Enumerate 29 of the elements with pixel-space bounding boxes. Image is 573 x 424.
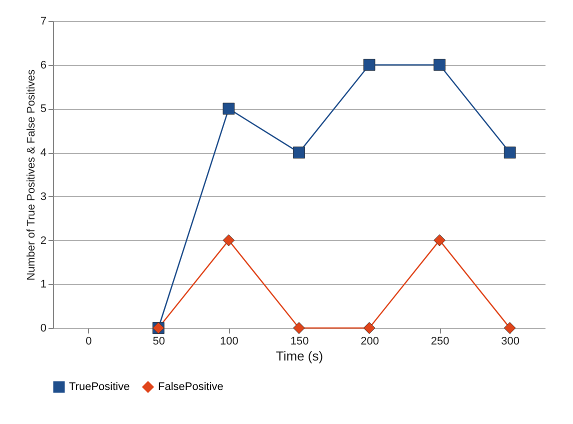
x-tick-label: 150 bbox=[290, 336, 309, 348]
legend-label: FalsePositive bbox=[158, 381, 224, 393]
y-tick-label: 5 bbox=[40, 103, 46, 116]
y-tick-label: 6 bbox=[40, 59, 46, 72]
point bbox=[293, 322, 305, 334]
point bbox=[363, 322, 376, 334]
x-tick-label: 300 bbox=[501, 336, 520, 348]
point bbox=[504, 322, 516, 334]
x-tick-label: 0 bbox=[86, 336, 92, 348]
legend-label: TruePositive bbox=[69, 381, 130, 393]
point bbox=[222, 234, 235, 246]
y-tick-label: 2 bbox=[40, 234, 46, 247]
y-tick-label: 3 bbox=[40, 190, 46, 203]
y-tick-label: 4 bbox=[40, 147, 46, 160]
point bbox=[293, 146, 305, 159]
point bbox=[504, 146, 516, 159]
y-axis-title: Number of True Positives & False Positives bbox=[25, 69, 38, 280]
point bbox=[434, 58, 446, 71]
x-tick-label: 100 bbox=[220, 336, 238, 348]
point bbox=[222, 102, 235, 115]
x-tick-label: 50 bbox=[152, 336, 166, 348]
y-tick-label: 7 bbox=[40, 16, 46, 28]
x-axis-title: Time (s) bbox=[276, 348, 324, 364]
point bbox=[363, 58, 376, 71]
x-tick-label: 250 bbox=[430, 336, 450, 348]
y-tick-label: 0 bbox=[40, 322, 46, 334]
x-tick-label: 200 bbox=[360, 336, 379, 348]
point bbox=[434, 234, 446, 246]
y-tick-label: 1 bbox=[40, 278, 46, 291]
